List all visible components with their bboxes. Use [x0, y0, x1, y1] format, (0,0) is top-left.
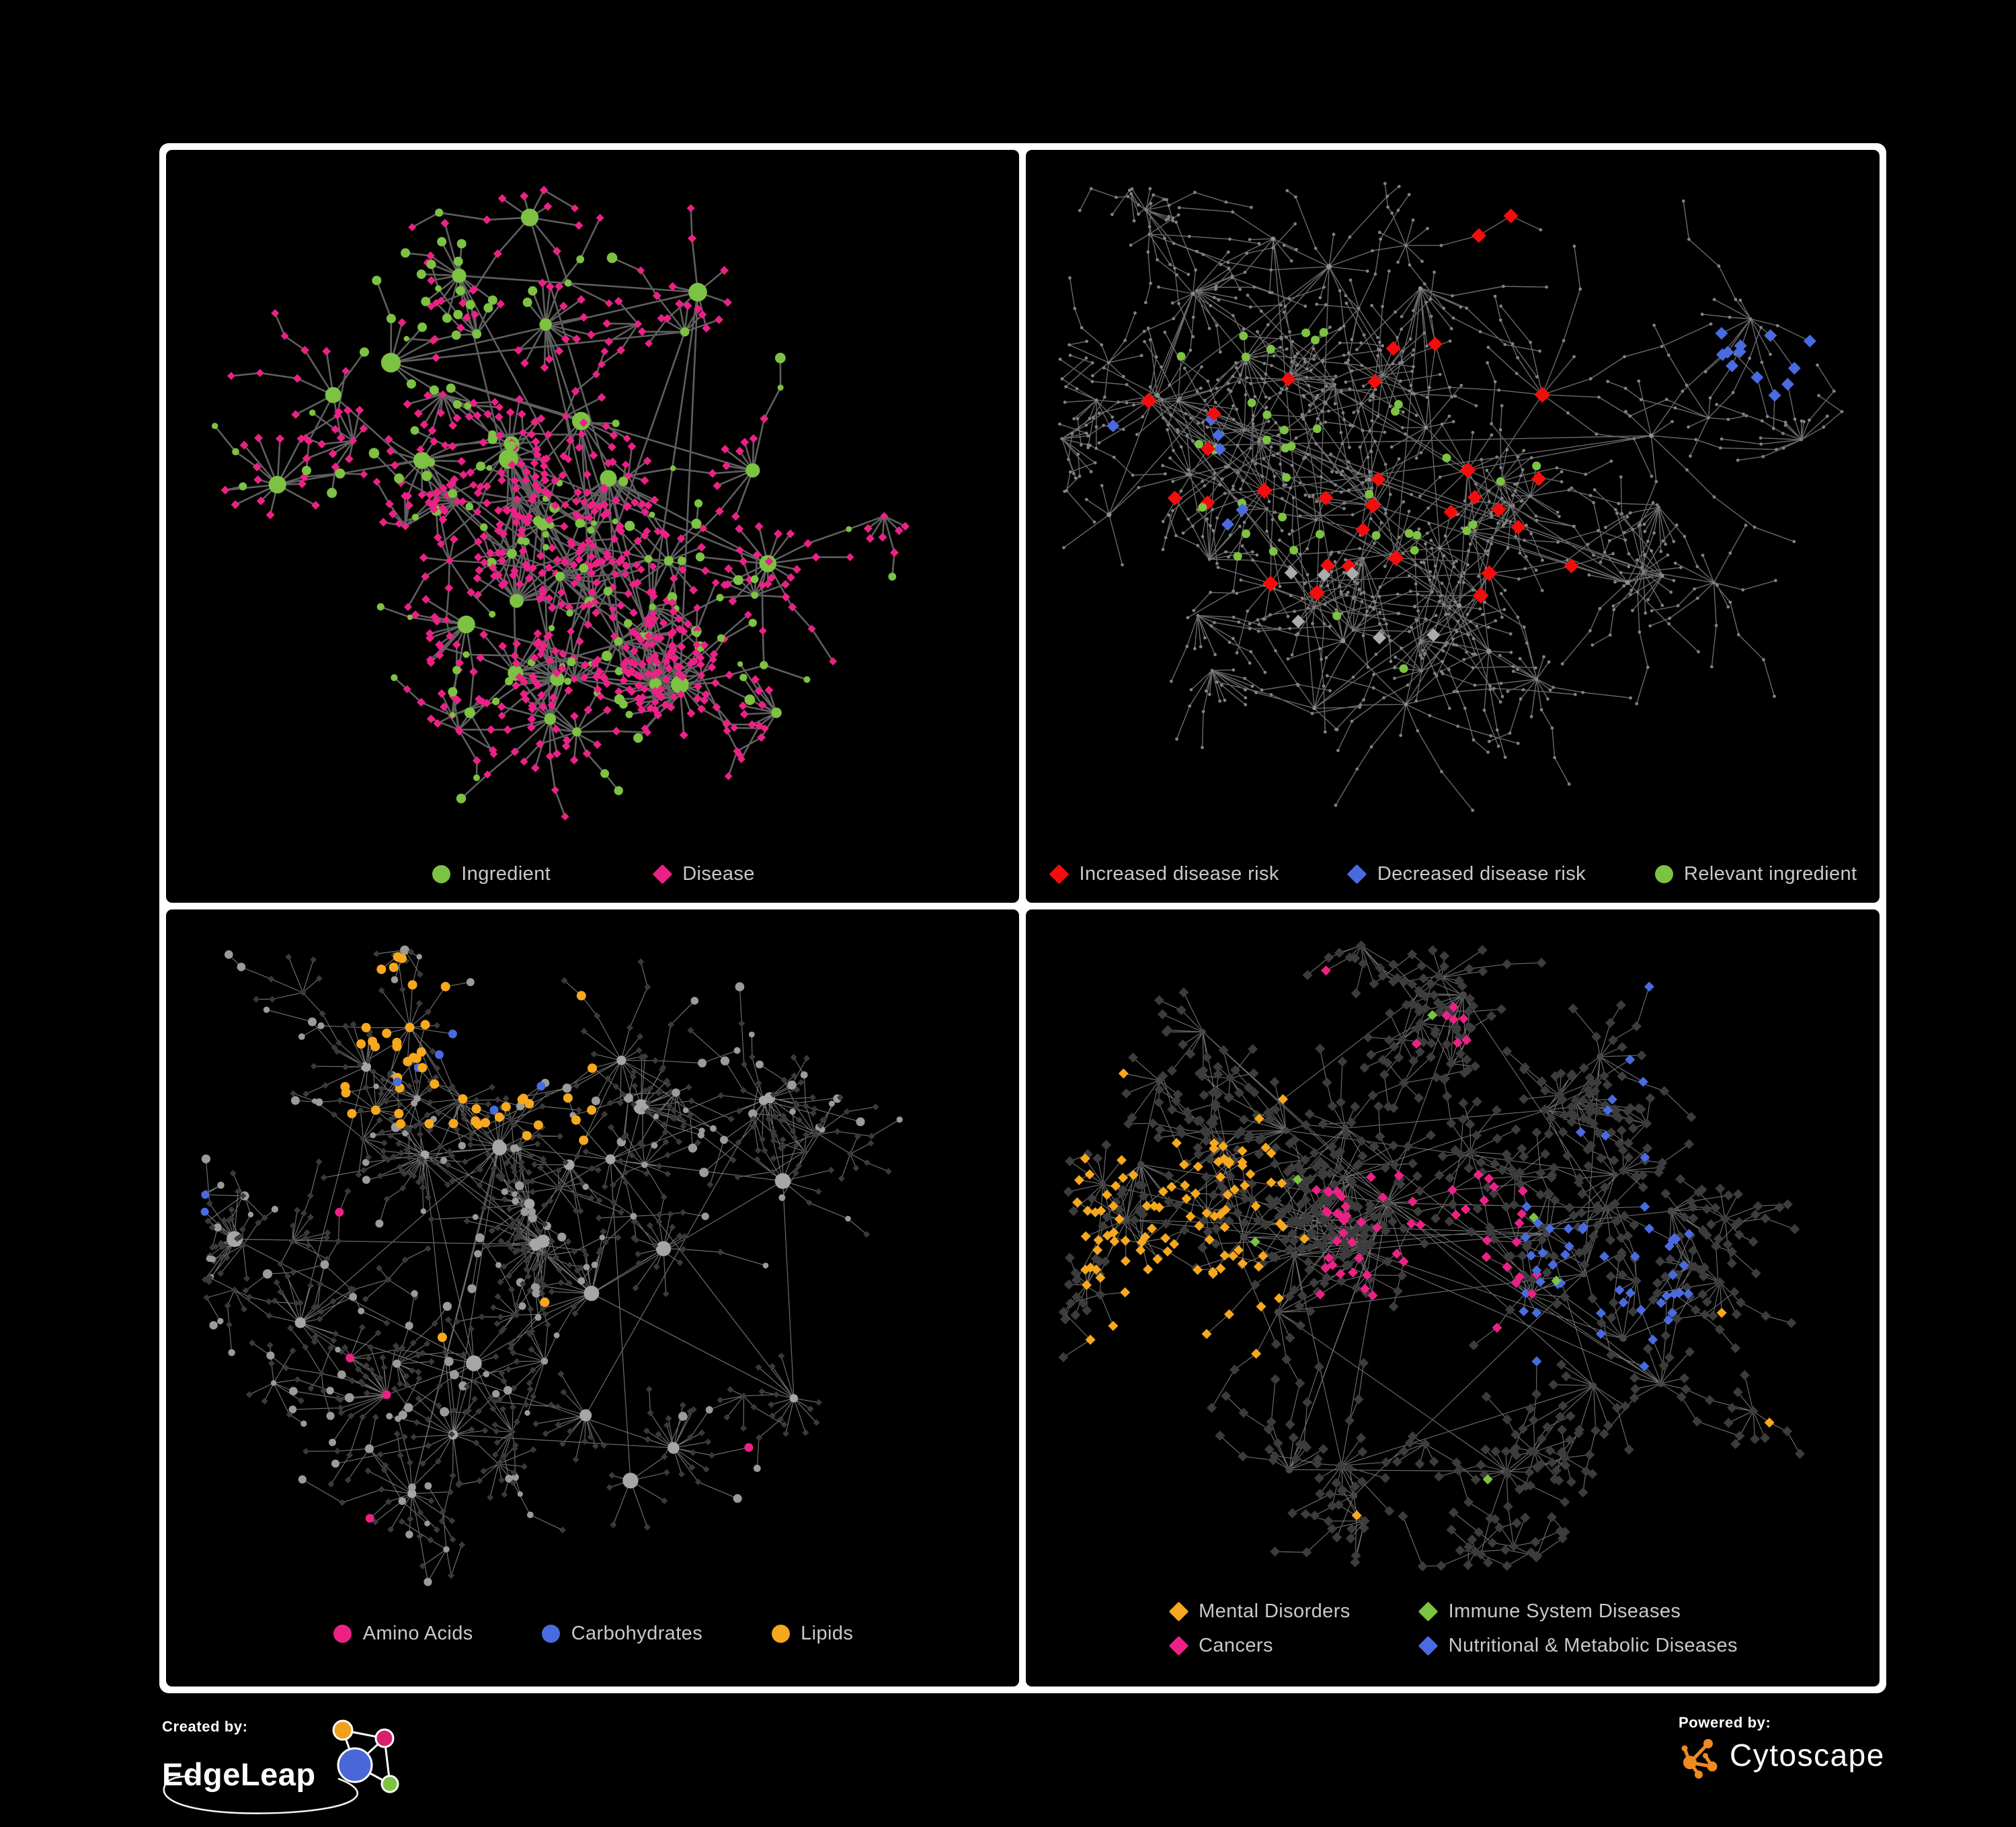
legend-label: Amino Acids	[362, 1623, 473, 1644]
panel-grid: Ingredient Disease Increased disease risk…	[159, 143, 1886, 1693]
legend-item-nutritional-metabolic-diseases: Nutritional & Metabolic Diseases	[1418, 1635, 1738, 1657]
diamond-swatch-shape	[652, 864, 673, 885]
legend-label: Mental Disorders	[1199, 1600, 1350, 1622]
diamond-swatch	[1418, 1601, 1439, 1623]
diamond-swatch-shape	[1168, 1601, 1188, 1622]
network-graph-disease-risk	[1058, 181, 1844, 812]
diamond-swatch	[1418, 1635, 1439, 1657]
circle-swatch-shape	[333, 1625, 352, 1643]
legend-item-cancers: Cancers	[1168, 1635, 1350, 1657]
cytoscape-network-icon	[1681, 1739, 1718, 1779]
legend-item-lipids: Lipids	[770, 1623, 853, 1645]
legend-label: Disease	[682, 863, 755, 885]
cytoscape-logo-text: Cytoscape	[1730, 1738, 1885, 1773]
legend-disease-risk: Increased disease risk Decreased disease …	[1026, 863, 1880, 885]
legend-item-decreased-disease-risk: Decreased disease risk	[1346, 863, 1586, 885]
circle-swatch-shape	[771, 1625, 790, 1643]
network-graph-nutrient-classes	[200, 945, 903, 1586]
legend-label: Carbohydrates	[571, 1623, 703, 1644]
diamond-swatch	[1168, 1635, 1189, 1657]
edgeleap-logo-text: EdgeLeap	[162, 1756, 316, 1792]
circle-swatch-shape	[432, 865, 450, 883]
powered-by-label: Powered by:	[1679, 1714, 1771, 1731]
legend-item-mental-disorders: Mental Disorders	[1168, 1600, 1350, 1623]
legend-label: Lipids	[801, 1623, 854, 1644]
legend-item-disease: Disease	[651, 863, 755, 885]
panel-nutrient-classes: Amino Acids Carbohydrates Lipids	[166, 909, 1019, 1687]
diamond-swatch	[1346, 864, 1368, 885]
legend-nutrient-classes: Amino Acids Carbohydrates Lipids	[166, 1623, 1019, 1645]
legend-item-ingredient: Ingredient	[430, 863, 551, 885]
circle-swatch	[770, 1623, 791, 1645]
circle-swatch	[540, 1623, 562, 1645]
diamond-swatch-shape	[1168, 1635, 1188, 1656]
legend-label: Relevant ingredient	[1684, 863, 1857, 885]
legend-label: Increased disease risk	[1079, 863, 1279, 885]
legend-disease-categories: Mental Disorders Immune System Diseases Ca…	[1026, 1600, 1880, 1657]
circle-swatch-shape	[542, 1625, 561, 1643]
edgeleap-network-icon	[332, 1719, 399, 1793]
circle-swatch-shape	[1654, 865, 1673, 883]
legend-label: Nutritional & Metabolic Diseases	[1448, 1635, 1738, 1656]
legend-item-carbohydrates: Carbohydrates	[540, 1623, 702, 1645]
legend-ingredient-disease: Ingredient Disease	[166, 863, 1019, 885]
diamond-swatch	[651, 864, 673, 885]
circle-swatch	[332, 1623, 354, 1645]
legend-label: Immune System Diseases	[1448, 1600, 1681, 1622]
edgeleap-credit: Created by: EdgeLeap	[162, 1718, 444, 1814]
network-graph-disease-categories	[1058, 940, 1805, 1572]
panel-ingredient-disease: Ingredient Disease	[166, 150, 1019, 903]
legend-label: Decreased disease risk	[1377, 863, 1586, 885]
legend-item-immune-system-diseases: Immune System Diseases	[1418, 1600, 1738, 1623]
panel-disease-categories: Mental Disorders Immune System Diseases Ca…	[1026, 909, 1880, 1687]
network-graph-ingredient-disease	[211, 186, 910, 821]
diamond-swatch-shape	[1346, 864, 1367, 885]
diamond-swatch-shape	[1418, 1601, 1439, 1622]
legend-label: Ingredient	[461, 863, 551, 885]
legend-item-relevant-ingredient: Relevant ingredient	[1653, 863, 1857, 885]
diamond-swatch	[1048, 864, 1070, 885]
circle-swatch	[1653, 864, 1675, 885]
legend-item-increased-disease-risk: Increased disease risk	[1048, 863, 1279, 885]
created-by-label: Created by:	[162, 1718, 248, 1735]
panel-disease-risk: Increased disease risk Decreased disease …	[1026, 150, 1880, 903]
cytoscape-credit: Powered by: Cytoscape	[1679, 1714, 1885, 1779]
diamond-swatch	[1168, 1601, 1189, 1623]
diamond-swatch-shape	[1418, 1635, 1439, 1656]
legend-item-amino-acids: Amino Acids	[332, 1623, 473, 1645]
legend-label: Cancers	[1199, 1635, 1273, 1656]
circle-swatch	[430, 864, 452, 885]
diamond-swatch-shape	[1049, 864, 1070, 885]
